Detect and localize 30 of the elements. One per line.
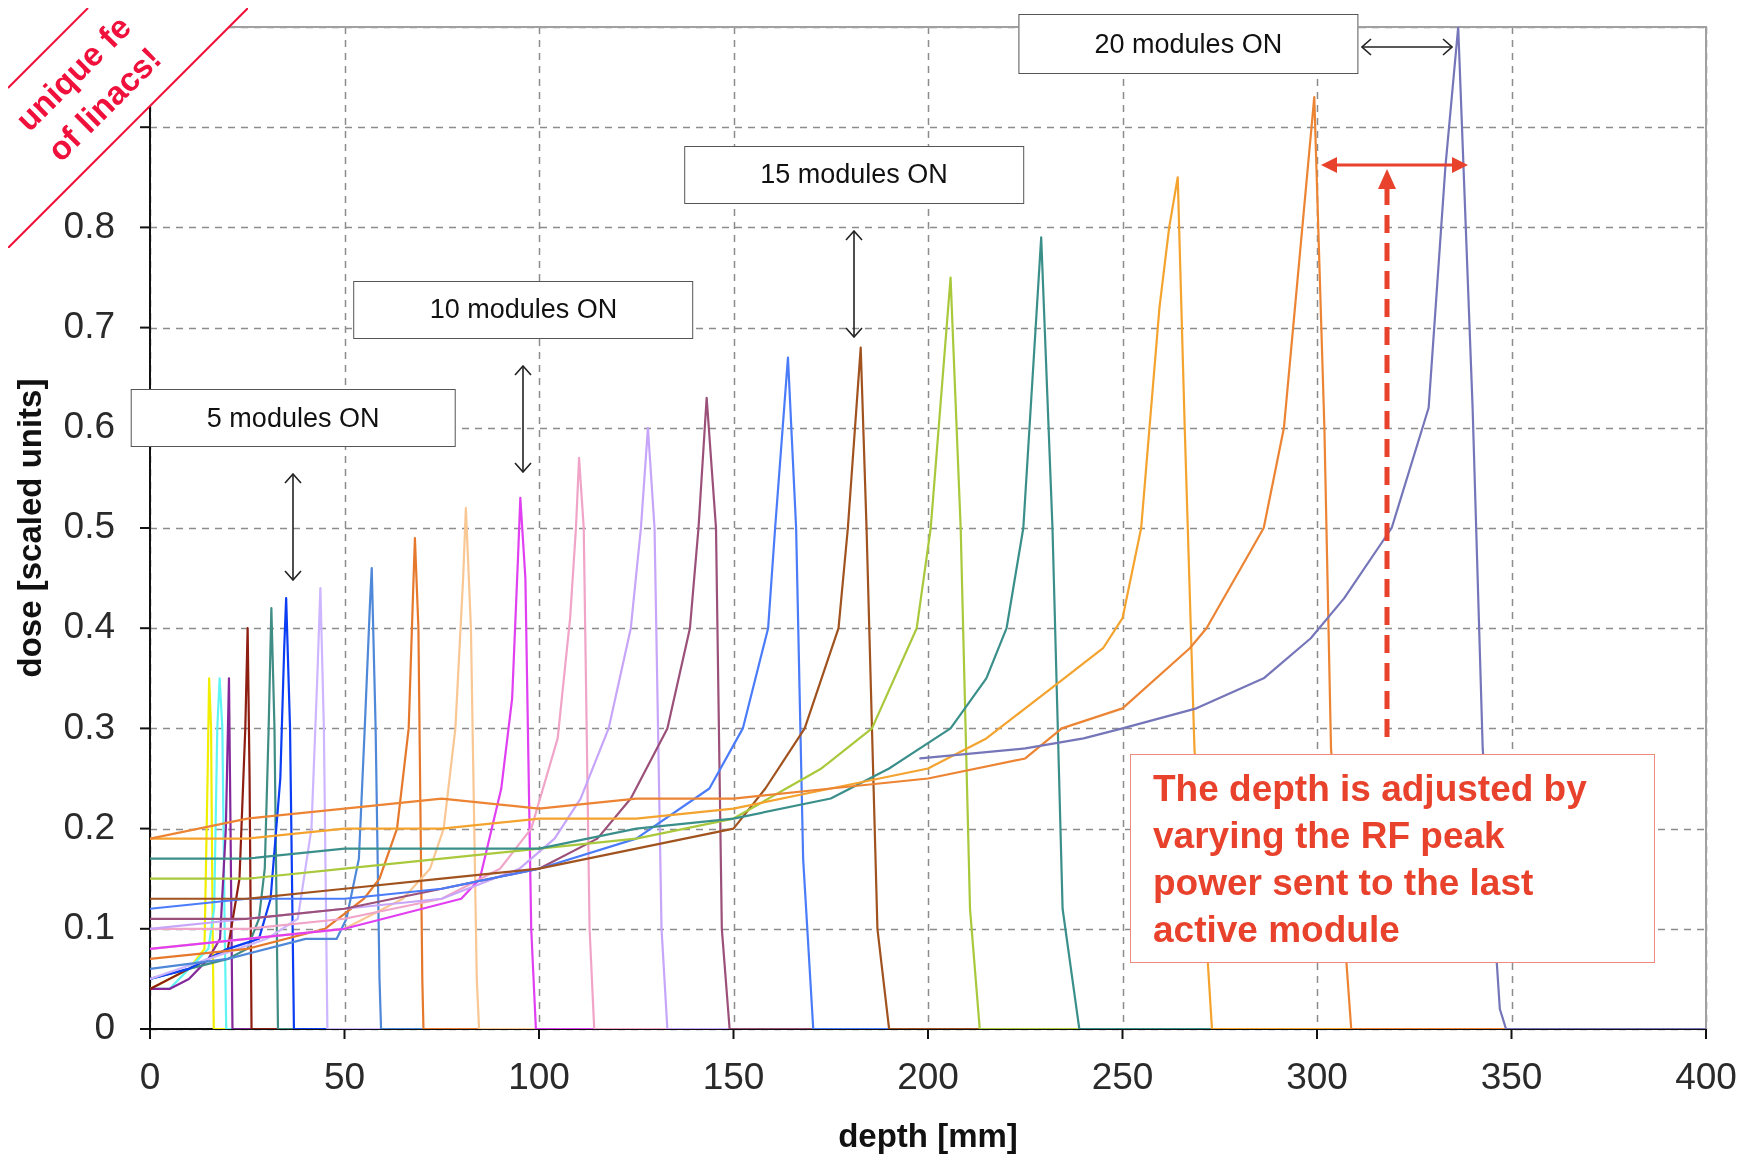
y-axis-title: dose [scaled units] xyxy=(10,378,48,678)
x-tick-label: 100 xyxy=(508,1056,570,1098)
y-tick-label: 0.6 xyxy=(63,405,115,446)
annotation: The depth is adjusted by varying the RF peak power sent to the last active module xyxy=(1153,767,1588,953)
y-tick-label: 0 xyxy=(94,1006,115,1048)
annotation: 5 modules ON xyxy=(206,402,380,434)
x-tick-label: 250 xyxy=(1091,1056,1154,1098)
annotation: 20 modules ON xyxy=(1094,28,1283,60)
x-tick-label: 400 xyxy=(1675,1056,1737,1098)
text-box: 20 modules ON xyxy=(1018,14,1359,75)
text-box: 10 modules ON xyxy=(353,280,694,339)
text-box: 5 modules ON xyxy=(130,389,456,448)
y-tick-label: 0.1 xyxy=(63,906,115,947)
annotation: 10 modules ON xyxy=(429,294,618,326)
x-tick-label: 0 xyxy=(139,1056,161,1098)
text-box: The depth is adjusted by varying the RF peak power sent to the last active module xyxy=(1130,754,1655,964)
y-tick-label: 0.7 xyxy=(63,304,115,346)
x-tick-label: 50 xyxy=(323,1056,366,1098)
text-box: 15 modules ON xyxy=(684,145,1024,204)
x-tick-label: 150 xyxy=(702,1056,765,1098)
x-tick-label: 300 xyxy=(1286,1056,1348,1098)
x-tick-label: 200 xyxy=(897,1056,959,1098)
y-tick-label: 0.5 xyxy=(63,505,115,547)
x-axis-title: depth [mm] xyxy=(838,1117,1018,1155)
y-tick-label: 0.8 xyxy=(63,204,115,246)
x-tick-label: 350 xyxy=(1480,1056,1543,1098)
y-tick-label: 0.3 xyxy=(63,705,115,747)
y-tick-label: 0.2 xyxy=(63,805,115,847)
annotation: 15 modules ON xyxy=(760,159,948,191)
y-tick-label: 0.4 xyxy=(63,605,115,647)
